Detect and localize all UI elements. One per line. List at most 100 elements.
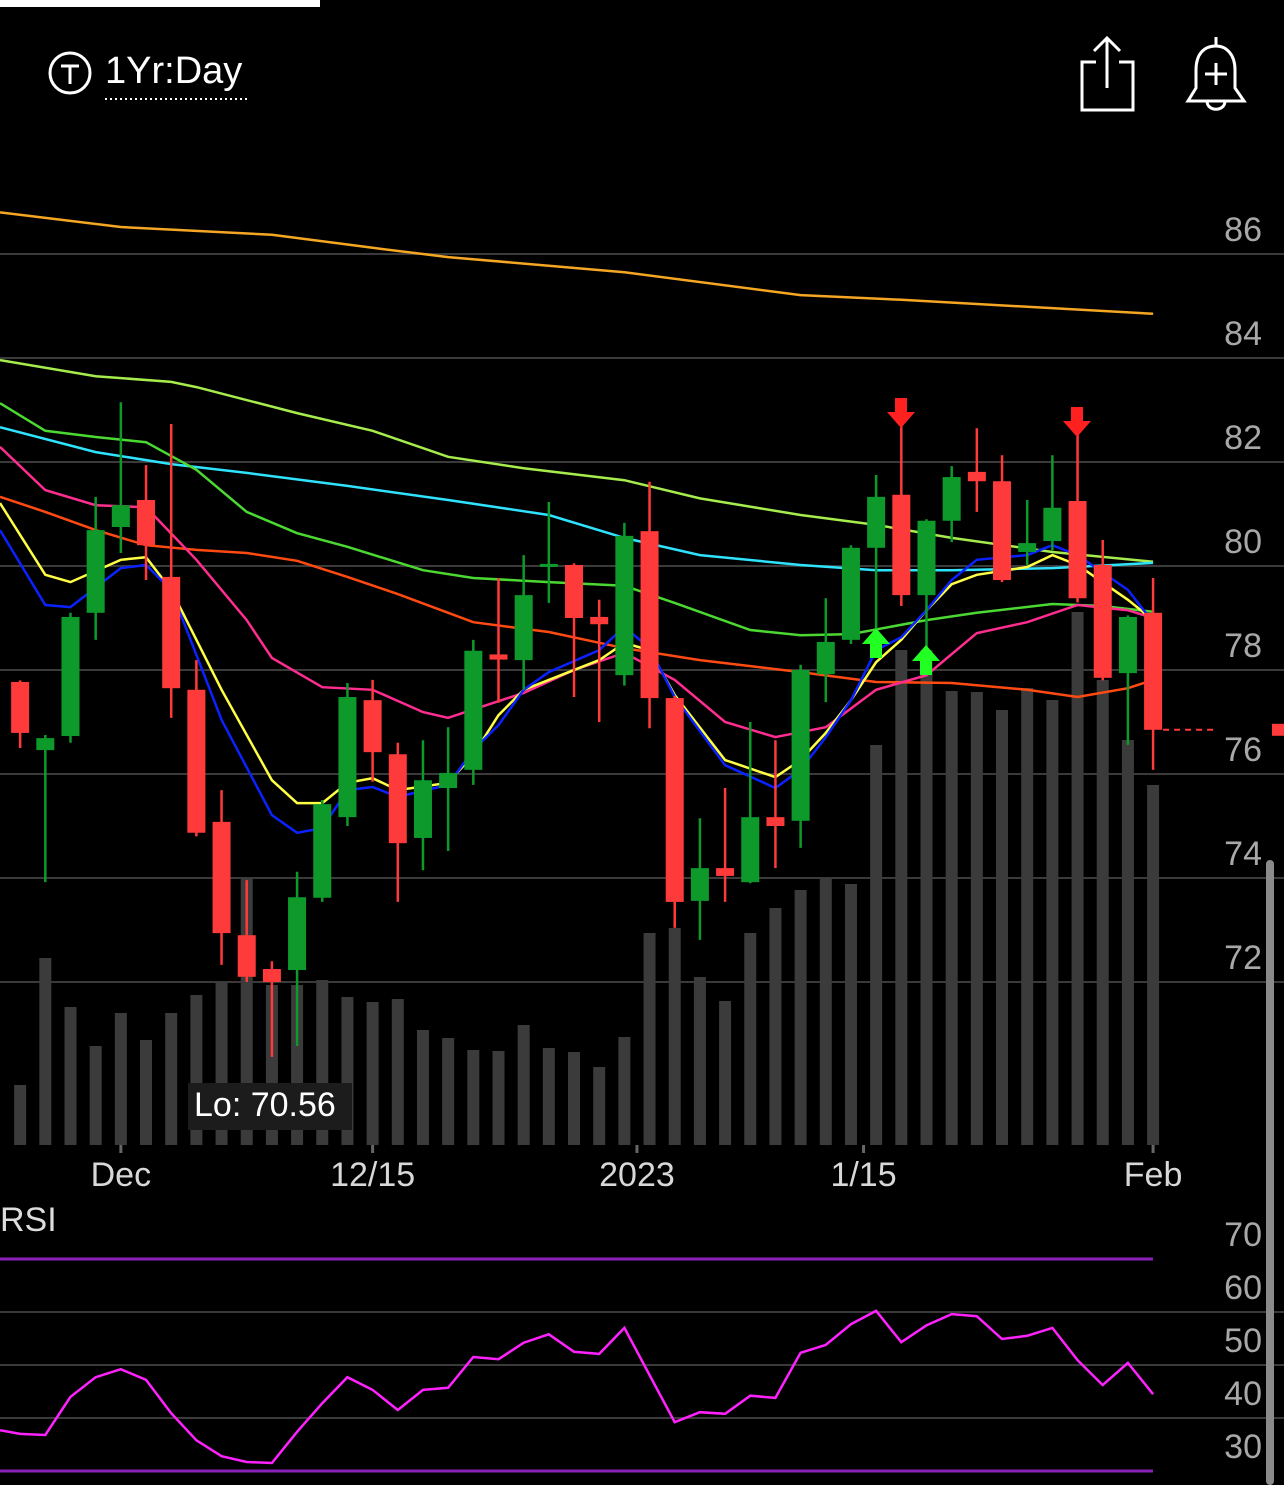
candle-body xyxy=(1018,543,1037,552)
candle-body xyxy=(539,563,558,567)
volume-bar xyxy=(39,958,52,1145)
low-label-text: Lo: 70.56 xyxy=(194,1086,336,1124)
volume-bar xyxy=(794,890,807,1145)
candle-body xyxy=(464,650,483,770)
y-tick-label: 82 xyxy=(1224,419,1262,457)
volume-bar xyxy=(668,928,681,1145)
candle-body xyxy=(413,780,432,838)
volume-bar xyxy=(643,933,656,1145)
candle-body xyxy=(766,817,785,826)
volume-bar xyxy=(1147,785,1160,1145)
candle-body xyxy=(1144,612,1163,730)
y-tick-label: 60 xyxy=(1224,1269,1262,1307)
volume-bar xyxy=(391,999,404,1145)
moving-average xyxy=(0,211,1154,316)
range-icon xyxy=(48,51,92,95)
volume-bar xyxy=(870,745,883,1145)
range-icon-glyph xyxy=(61,64,79,84)
volume-bar xyxy=(744,933,757,1145)
volume-bar xyxy=(593,1067,606,1145)
volume-bar xyxy=(970,692,983,1145)
signals xyxy=(862,398,1091,675)
y-tick-label: 76 xyxy=(1224,731,1262,769)
candle-body xyxy=(187,689,206,833)
candle-body xyxy=(162,576,181,689)
volume-bar xyxy=(1096,680,1109,1145)
last-price-marker xyxy=(1272,723,1284,736)
share-button[interactable] xyxy=(1080,35,1135,112)
candle-body xyxy=(262,969,281,982)
candle-body xyxy=(1093,564,1112,678)
y-tick-label: 72 xyxy=(1224,939,1262,977)
candle-body xyxy=(867,496,886,548)
volume-bar xyxy=(366,1002,379,1145)
volume-bar xyxy=(517,1025,530,1145)
x-tick-label: 12/15 xyxy=(330,1156,415,1194)
range-label[interactable]: 1Yr:Day xyxy=(105,50,242,92)
candle-body xyxy=(741,817,760,883)
bell-top xyxy=(1205,37,1227,111)
x-tick-label: Dec xyxy=(91,1156,151,1194)
volume-bar xyxy=(568,1052,581,1145)
candle-body xyxy=(61,616,80,737)
x-tick-label: 1/15 xyxy=(830,1156,896,1194)
candle-body xyxy=(816,641,835,675)
rsi-title: RSI xyxy=(0,1201,57,1239)
volume-bar xyxy=(819,879,832,1145)
moving-average xyxy=(0,495,1154,699)
sell-signal xyxy=(887,398,915,428)
candle-body xyxy=(388,754,407,844)
alert-button[interactable] xyxy=(1185,37,1247,111)
volume-bar xyxy=(416,1030,429,1145)
candle-body xyxy=(1118,616,1137,674)
candle-body xyxy=(489,654,508,660)
y-tick-label: 50 xyxy=(1224,1322,1262,1360)
volume-bar xyxy=(492,1051,505,1145)
candle-body xyxy=(212,821,231,934)
candle-body xyxy=(1068,501,1087,599)
volume-bar xyxy=(1121,740,1134,1145)
volume-bar xyxy=(467,1050,480,1145)
low-label-background xyxy=(188,1083,352,1130)
y-tick-label: 30 xyxy=(1224,1428,1262,1466)
volume-bar xyxy=(64,1007,77,1145)
candle-body xyxy=(565,564,584,618)
low-label: Lo: 70.56 xyxy=(188,1083,352,1130)
volume-bar xyxy=(140,1040,153,1145)
candle-body xyxy=(363,700,382,753)
candle-body xyxy=(615,535,634,676)
candle-body xyxy=(514,595,533,661)
volume-bar xyxy=(442,1038,455,1145)
y-tick-label: 80 xyxy=(1224,523,1262,561)
candle-body xyxy=(288,897,307,971)
candle-body xyxy=(36,738,55,751)
volume-bar xyxy=(1046,700,1059,1145)
y-tick-label: 70 xyxy=(1224,1216,1262,1254)
volume-bar xyxy=(1071,612,1084,1145)
y-tick-label: 74 xyxy=(1224,835,1262,873)
volume-bar xyxy=(89,1046,102,1145)
scrollbar[interactable] xyxy=(1266,860,1274,1485)
volume-bar xyxy=(542,1048,555,1145)
candle-body xyxy=(313,804,332,898)
buy-signal xyxy=(862,628,890,658)
volume-bar xyxy=(114,1013,127,1145)
candle-body xyxy=(967,471,986,482)
bell xyxy=(1185,44,1247,103)
axis-labels: 72 74 76 78 80 82 84 86 Dec 12/15 2023 1/15 Feb 30 40 5… xyxy=(91,211,1262,1466)
y-tick-label: 86 xyxy=(1224,211,1262,249)
candle-body xyxy=(942,477,961,521)
volume xyxy=(14,612,1160,1145)
volume-bar xyxy=(693,977,706,1145)
volume-bar xyxy=(1021,688,1034,1145)
candle-body xyxy=(665,698,684,902)
candle-body xyxy=(237,935,256,977)
candle-body xyxy=(111,505,130,527)
volume-bar xyxy=(844,884,857,1145)
range-selector[interactable]: 1Yr:Day xyxy=(48,50,250,100)
candle-body xyxy=(892,494,911,596)
candle-body xyxy=(137,499,156,546)
